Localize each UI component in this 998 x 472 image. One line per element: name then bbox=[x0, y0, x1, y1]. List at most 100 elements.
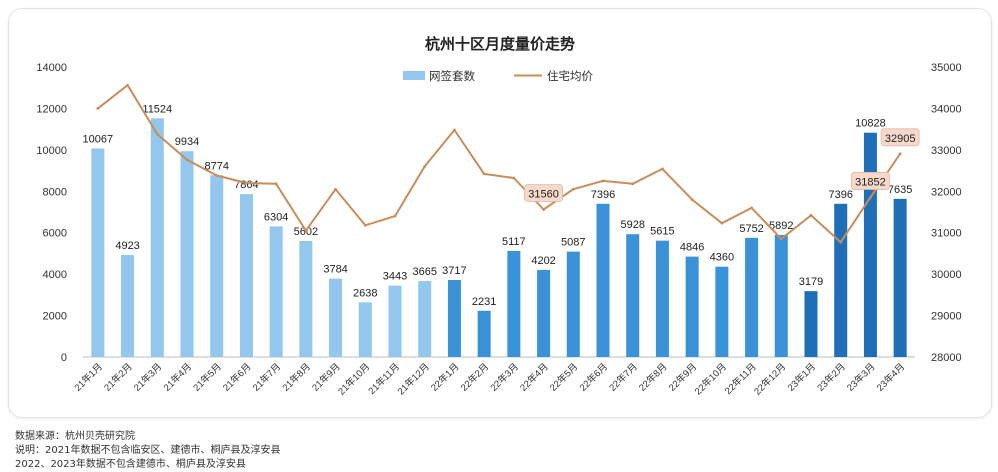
price-highlight-label: 31852 bbox=[855, 176, 886, 188]
price-point bbox=[601, 179, 605, 183]
y-left-tick-label: 4000 bbox=[43, 269, 67, 281]
price-point bbox=[571, 187, 575, 191]
y-right-tick-label: 31000 bbox=[931, 228, 962, 240]
price-point bbox=[898, 152, 902, 156]
bar-value-label: 4202 bbox=[531, 255, 555, 267]
y-right-tick-label: 34000 bbox=[931, 103, 962, 115]
x-tick-label: 22年8月 bbox=[636, 361, 669, 394]
price-point bbox=[779, 237, 783, 241]
price-point bbox=[631, 182, 635, 186]
x-tick-label: 21年12月 bbox=[395, 361, 432, 398]
bar bbox=[329, 278, 343, 357]
price-point bbox=[185, 158, 189, 162]
x-tick-label: 21年3月 bbox=[131, 361, 164, 394]
bar bbox=[91, 148, 105, 357]
price-point bbox=[126, 83, 129, 87]
legend-line-label: 住宅均价 bbox=[547, 69, 593, 83]
bar-value-label: 4846 bbox=[680, 242, 704, 254]
price-point bbox=[482, 172, 486, 176]
bar bbox=[685, 256, 699, 357]
price-point bbox=[720, 221, 724, 225]
bar-value-label: 5087 bbox=[561, 237, 585, 249]
x-tick-label: 21年6月 bbox=[220, 361, 253, 394]
x-tick-label: 22年6月 bbox=[577, 361, 610, 394]
y-right-tick-label: 28000 bbox=[931, 352, 962, 364]
y-left-tick-label: 8000 bbox=[43, 186, 67, 198]
bar bbox=[269, 226, 283, 357]
legend-bar-swatch bbox=[403, 71, 425, 80]
y-right-tick-label: 32000 bbox=[931, 186, 962, 198]
x-tick-label: 22年7月 bbox=[607, 361, 640, 394]
x-tick-label: 21年7月 bbox=[250, 361, 283, 394]
footnote-source: 数据来源：杭州贝壳研究院 bbox=[15, 431, 135, 442]
footnote-note-2021: 说明：2021年数据不包含临安区、建德市、桐庐县及淳安县 bbox=[15, 445, 281, 456]
legend-bar-label: 网签套数 bbox=[429, 69, 475, 83]
x-tick-label: 22年5月 bbox=[547, 361, 580, 394]
footnote-note-2022-2023: 2022、2023年数据不包含建德市、桐庐县及淳安县 bbox=[15, 459, 246, 470]
bar-value-label: 3179 bbox=[799, 276, 823, 288]
bar bbox=[210, 175, 224, 357]
x-tick-label: 21年4月 bbox=[161, 361, 194, 394]
footnotes: 数据来源：杭州贝壳研究院 说明：2021年数据不包含临安区、建德市、桐庐县及淳安… bbox=[15, 430, 615, 472]
x-tick-label: 22年1月 bbox=[428, 361, 461, 394]
bar bbox=[239, 194, 253, 357]
bar-value-label: 6304 bbox=[264, 211, 288, 223]
y-left-tick-label: 12000 bbox=[36, 103, 67, 115]
x-tick-label: 21年8月 bbox=[280, 361, 313, 394]
bar bbox=[834, 203, 848, 357]
bar bbox=[537, 269, 551, 357]
bar-value-label: 5752 bbox=[739, 223, 763, 235]
price-point bbox=[304, 229, 308, 233]
bar-labels: 1006749231152499348774786463045602378426… bbox=[83, 103, 913, 307]
price-point bbox=[542, 208, 545, 211]
chart: 杭州十区月度量价走势 网签套数 住宅均价 0 2000 4000 6000 8000 10… bbox=[36, 35, 962, 398]
bar-value-label: 10067 bbox=[83, 133, 114, 145]
price-point bbox=[274, 182, 278, 186]
price-point bbox=[512, 176, 516, 180]
price-point bbox=[869, 196, 872, 199]
bar-value-label: 8774 bbox=[204, 160, 228, 172]
bar-value-label: 3784 bbox=[323, 264, 347, 276]
y-right-tick-label: 33000 bbox=[931, 145, 962, 157]
y-right-tick-label: 30000 bbox=[931, 269, 962, 281]
price-line bbox=[97, 84, 901, 244]
price-point bbox=[690, 198, 694, 201]
bar-value-label: 5928 bbox=[620, 219, 644, 231]
bar bbox=[893, 198, 907, 357]
price-highlight-label: 32905 bbox=[885, 133, 916, 145]
bar bbox=[715, 266, 729, 357]
price-point bbox=[96, 107, 100, 110]
bar-value-label: 5892 bbox=[769, 220, 793, 232]
bar bbox=[566, 251, 580, 357]
x-tick-label: 21年5月 bbox=[191, 361, 224, 394]
y-right-tick-label: 35000 bbox=[931, 62, 962, 74]
price-point bbox=[839, 240, 843, 244]
y-left-tick-label: 0 bbox=[61, 352, 67, 364]
bar-value-label: 4923 bbox=[115, 240, 139, 252]
bar bbox=[418, 281, 432, 357]
price-highlight-box bbox=[880, 128, 920, 147]
x-tick-label: 22年4月 bbox=[518, 361, 551, 394]
bar bbox=[121, 255, 135, 357]
bar-value-label: 10828 bbox=[855, 118, 886, 130]
bar bbox=[745, 237, 759, 357]
bar bbox=[596, 203, 610, 357]
bar bbox=[388, 285, 402, 357]
price-point bbox=[661, 167, 664, 171]
price-point bbox=[245, 181, 248, 185]
bar-value-label: 11524 bbox=[142, 103, 172, 115]
bar bbox=[299, 240, 313, 357]
bar bbox=[180, 151, 194, 357]
bar bbox=[774, 234, 788, 357]
bar bbox=[655, 240, 669, 357]
price-line-series: 31560 31852 32905 bbox=[96, 83, 920, 244]
bar bbox=[358, 302, 372, 357]
x-tick-label: 22年3月 bbox=[488, 361, 521, 394]
price-point bbox=[393, 214, 397, 218]
x-tick-label: 23年3月 bbox=[844, 361, 877, 394]
chart-title: 杭州十区月度量价走势 bbox=[425, 35, 575, 53]
x-tick-label: 23年2月 bbox=[815, 361, 848, 394]
price-point bbox=[423, 165, 427, 168]
bar-value-label: 7635 bbox=[888, 184, 912, 196]
price-point bbox=[453, 128, 456, 132]
